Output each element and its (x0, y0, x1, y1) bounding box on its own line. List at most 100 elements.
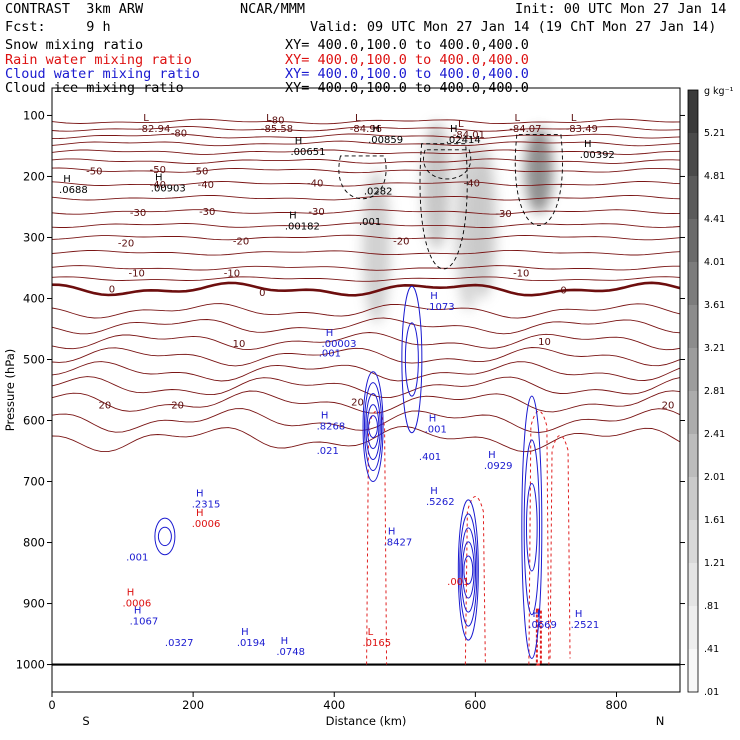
extremum-marker: H (584, 139, 592, 150)
temperature-contour-label: -40 (464, 179, 480, 190)
colorbar-swatch (688, 649, 698, 693)
colorbar-swatch (688, 520, 698, 564)
extremum-marker: H (488, 450, 496, 461)
y-tick-label: 800 (23, 536, 45, 550)
extremum-marker: H (281, 636, 289, 647)
extremum-value: -84.96 (350, 124, 382, 135)
colorbar-label: 4.01 (704, 257, 725, 268)
extremum-marker: H (134, 606, 142, 617)
extremum-marker: H (430, 291, 438, 302)
extremum-value: -82.94 (138, 124, 170, 135)
temperature-contour-line (51, 425, 681, 453)
colorbar-swatch (688, 133, 698, 177)
extremum-value: .001 (425, 425, 447, 436)
colorbar-swatch (688, 262, 698, 306)
temperature-contour-label: 0 (560, 285, 566, 296)
extremum-marker: H (63, 174, 71, 185)
temperature-contour-label: 0 (259, 288, 265, 299)
temperature-contour-line (51, 181, 681, 187)
extremum-marker: H (430, 486, 438, 497)
snow-plume (362, 170, 391, 323)
colorbar-label: 3.61 (704, 300, 725, 311)
forecast-hour: Fcst: 9 h (5, 19, 111, 35)
extremum-marker: L (266, 113, 272, 124)
y-tick-label: 500 (23, 352, 45, 366)
cloud-water-contour (523, 439, 540, 616)
colorbar-label: 1.61 (704, 515, 725, 526)
valid-time: Valid: 09 UTC Mon 27 Jan 14 (19 ChT Mon … (310, 19, 717, 35)
extremum-marker: H (289, 210, 297, 221)
extremum-value: .001 (319, 348, 341, 359)
colorbar-label: .01 (704, 687, 719, 698)
temperature-contour-line (51, 222, 681, 228)
extremum-marker: L (143, 113, 149, 124)
temperature-contour-line (51, 249, 681, 256)
cloud-water-contour (154, 517, 176, 556)
temperature-contour-label: -50 (150, 165, 166, 176)
extremum-value: .00903 (151, 184, 186, 195)
extremum-value: .5262 (426, 497, 455, 508)
extremum-value: .02414 (446, 135, 481, 146)
cloud-water-contour (460, 527, 477, 613)
south-label: S (82, 714, 89, 728)
colorbar-swatch (688, 391, 698, 435)
temperature-contour-label: -40 (150, 180, 166, 191)
extremum-value: -83.49 (566, 124, 598, 135)
extremum-value: .2521 (571, 620, 600, 631)
temperature-contour-label: -50 (86, 166, 102, 177)
x-tick-label: 200 (182, 698, 204, 712)
cloud-ice-contour (419, 143, 468, 270)
temperature-contour-line (51, 234, 681, 241)
colorbar-swatch (688, 434, 698, 478)
cloud-water-contour (525, 483, 538, 572)
temperature-contour-label: -20 (233, 237, 249, 248)
temperature-contour-line (51, 158, 681, 164)
extremum-value: .2315 (192, 500, 221, 511)
temperature-contour-label: 20 (171, 401, 184, 412)
temperature-contour-line (51, 317, 681, 335)
extremum-marker: H (388, 526, 396, 537)
field-rain-name: Rain water mixing ratio (5, 52, 192, 68)
extremum-value: .1073 (426, 302, 455, 313)
extremum-marker: H (241, 627, 249, 638)
cloud-ice-contour (338, 155, 387, 200)
colorbar-swatch (688, 606, 698, 650)
extremum-value: .0194 (237, 638, 266, 649)
temperature-contour-label: 10 (233, 339, 246, 350)
colorbar-swatch (688, 219, 698, 263)
model-title: CONTRAST 3km ARW (5, 1, 144, 17)
extremum-value: .8268 (317, 422, 346, 433)
cloud-water-contour (363, 382, 383, 472)
temperature-contour-line (51, 167, 681, 174)
temperature-contour-line (51, 347, 681, 367)
temperature-contour-label: -10 (224, 268, 240, 279)
colorbar-frame (687, 89, 699, 693)
cloud-water-contour (401, 285, 423, 434)
field-snow-xy: XY= 400.0,100.0 to 400.0,400.0 (285, 37, 529, 53)
cloud-water-contour (521, 395, 543, 659)
temperature-contour-label: -10 (513, 268, 529, 279)
x-tick-label: 400 (323, 698, 345, 712)
cloud-water-contour (457, 499, 479, 641)
temperature-contour-line (51, 118, 681, 125)
colorbar-label: 2.41 (704, 429, 725, 440)
extremum-marker: H (372, 124, 380, 135)
extremum-marker: H (295, 136, 303, 147)
field-cloudwater-name: Cloud water mixing ratio (5, 66, 201, 82)
colorbar-swatch (688, 176, 698, 220)
temperature-contour-label: 20 (351, 398, 364, 409)
cloud-water-contour (362, 371, 384, 483)
y-tick-label: 1000 (16, 658, 45, 672)
temperature-contour-label: -10 (129, 268, 145, 279)
extremum-marker: H (155, 173, 163, 184)
temperature-contour-label: -30 (130, 208, 146, 219)
extremum-value: .0165 (362, 638, 391, 649)
extremum-marker: L (514, 113, 520, 124)
extremum-marker: H (450, 124, 458, 135)
x-tick-label: 0 (48, 698, 55, 712)
y-tick-label: 900 (23, 597, 45, 611)
field-rain-xy: XY= 400.0,100.0 to 400.0,400.0 (285, 52, 529, 68)
colorbar-swatch (688, 348, 698, 392)
